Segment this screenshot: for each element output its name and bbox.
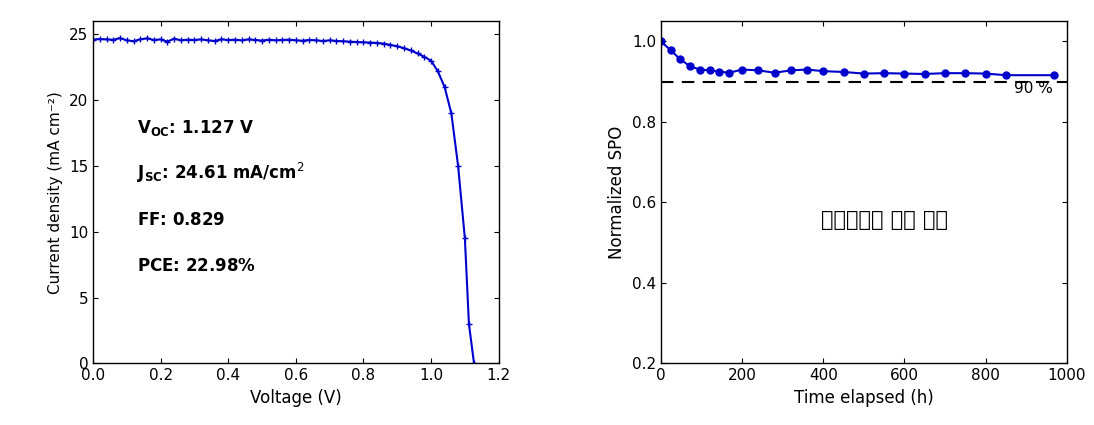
Text: 구동안정성 측정 결과: 구동안정성 측정 결과 — [820, 210, 947, 230]
Text: $\mathbf{PCE}$: 22.98%: $\mathbf{PCE}$: 22.98% — [137, 257, 256, 275]
Y-axis label: Current density (mA cm⁻²): Current density (mA cm⁻²) — [48, 91, 63, 294]
Text: $\mathbf{V_{OC}}$: 1.127 V: $\mathbf{V_{OC}}$: 1.127 V — [137, 118, 255, 138]
X-axis label: Time elapsed (h): Time elapsed (h) — [794, 389, 933, 407]
Y-axis label: Normalized SPO: Normalized SPO — [608, 126, 626, 259]
Text: 90 %: 90 % — [1014, 81, 1052, 96]
X-axis label: Voltage (V): Voltage (V) — [249, 389, 341, 407]
Text: $\mathbf{FF}$: 0.829: $\mathbf{FF}$: 0.829 — [137, 211, 225, 229]
Text: $\mathbf{J_{SC}}$: 24.61 mA/cm$^2$: $\mathbf{J_{SC}}$: 24.61 mA/cm$^2$ — [137, 161, 304, 185]
